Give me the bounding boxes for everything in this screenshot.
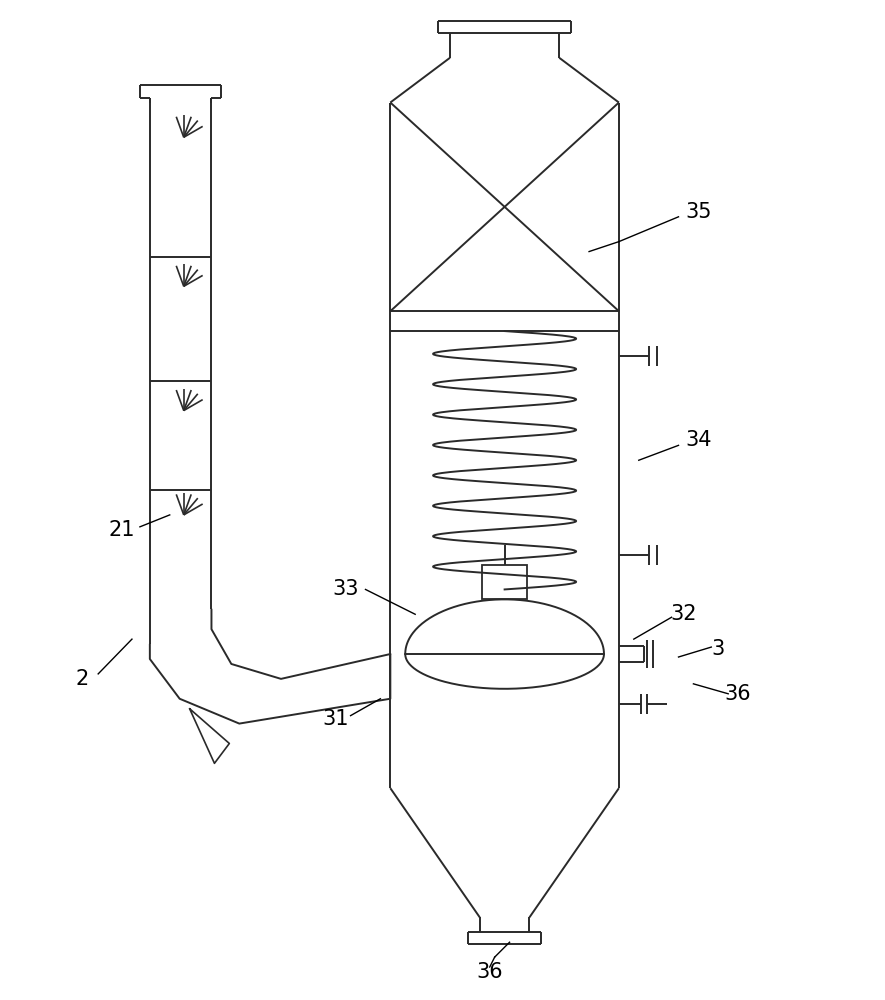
Text: 32: 32 [670,604,696,624]
Text: 36: 36 [476,962,503,982]
Text: 36: 36 [725,684,751,704]
Text: 35: 35 [685,202,712,222]
Text: 33: 33 [333,579,358,599]
Text: 31: 31 [322,709,349,729]
Text: 21: 21 [109,520,135,540]
Text: 2: 2 [75,669,89,689]
Bar [482,565,527,599]
Text: 3: 3 [712,639,725,659]
Text: 34: 34 [685,430,712,450]
